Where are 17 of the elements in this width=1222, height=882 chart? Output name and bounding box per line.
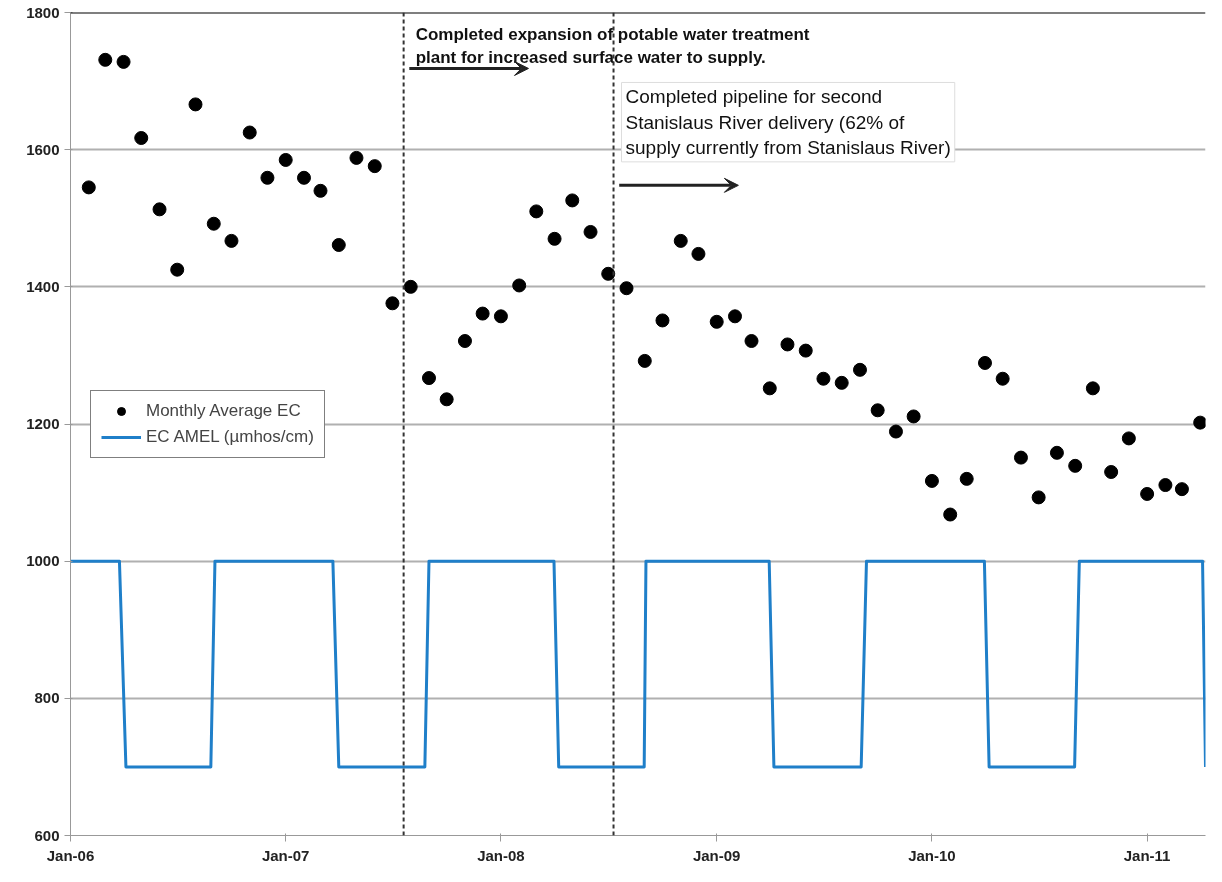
y-tick-label: 600 bbox=[34, 826, 60, 844]
y-tick-label: 1400 bbox=[26, 277, 60, 295]
y-tick-label: 800 bbox=[34, 689, 60, 707]
y-tick-label: 1200 bbox=[26, 415, 60, 432]
x-tick-label: Jan-11 bbox=[1123, 846, 1171, 864]
ref-line-label: Completed expansion of potable water treatment plant for increased surface water to supply. bbox=[415, 24, 810, 67]
y-tick-label: 1000 bbox=[26, 552, 60, 570]
ref-line-label: Completed pipeline for second Stanislaus River delivery (62% of supply currently from Stanislaus River) bbox=[625, 86, 951, 158]
x-tick-label: Jan-06 bbox=[46, 846, 95, 864]
y-tick-label: 1800 bbox=[26, 3, 60, 21]
x-tick-label: Jan-07 bbox=[261, 846, 310, 864]
legend-label: Monthly Average EC bbox=[146, 400, 301, 421]
x-tick-label: Jan-10 bbox=[908, 846, 956, 864]
x-tick-label: Jan-08 bbox=[477, 846, 525, 864]
legend-label: EC AMEL (µmhos/cm) bbox=[146, 426, 314, 447]
x-tick-label: Jan-09 bbox=[692, 846, 741, 864]
y-tick-label: 1600 bbox=[26, 140, 60, 158]
